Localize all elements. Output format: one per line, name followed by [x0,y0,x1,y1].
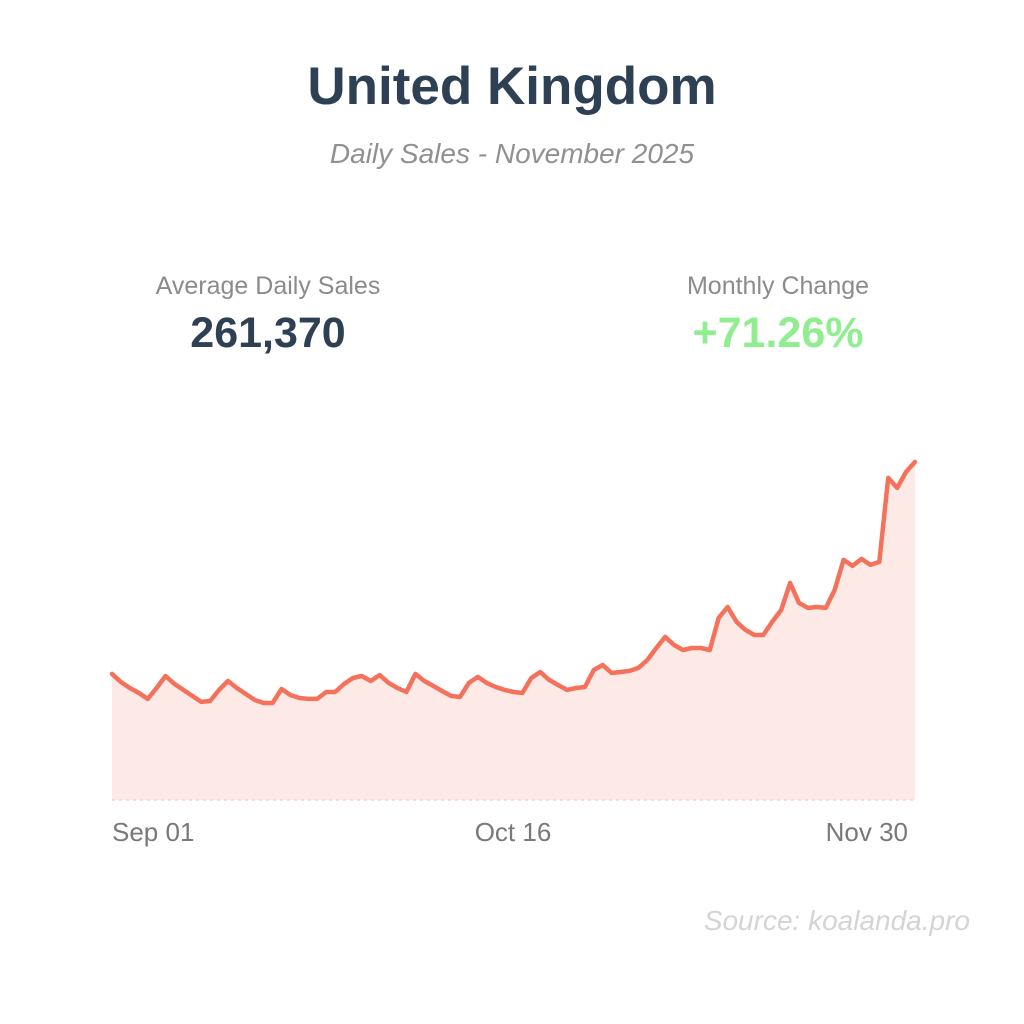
x-tick-sep-01: Sep 01 [112,817,195,847]
x-tick-oct-16: Oct 16 [474,817,552,847]
daily-sales-area-chart [109,459,918,801]
stat-label: Average Daily Sales [155,272,381,300]
stat-average-daily-sales: Average Daily Sales 261,370 [88,270,448,358]
page-title: United Kingdom [307,57,717,116]
stat-label: Monthly Change [686,272,870,300]
area-fill [112,461,915,800]
x-tick-nov-30: Nov 30 [825,817,908,847]
page-subtitle: Daily Sales - November 2025 [329,138,695,169]
stat-value: +71.26% [692,309,864,357]
source-attribution: Source: koalanda.pro [703,905,970,936]
stat-monthly-change: Monthly Change +71.26% [598,270,958,358]
stat-value: 261,370 [190,309,346,357]
sales-line [109,459,918,706]
